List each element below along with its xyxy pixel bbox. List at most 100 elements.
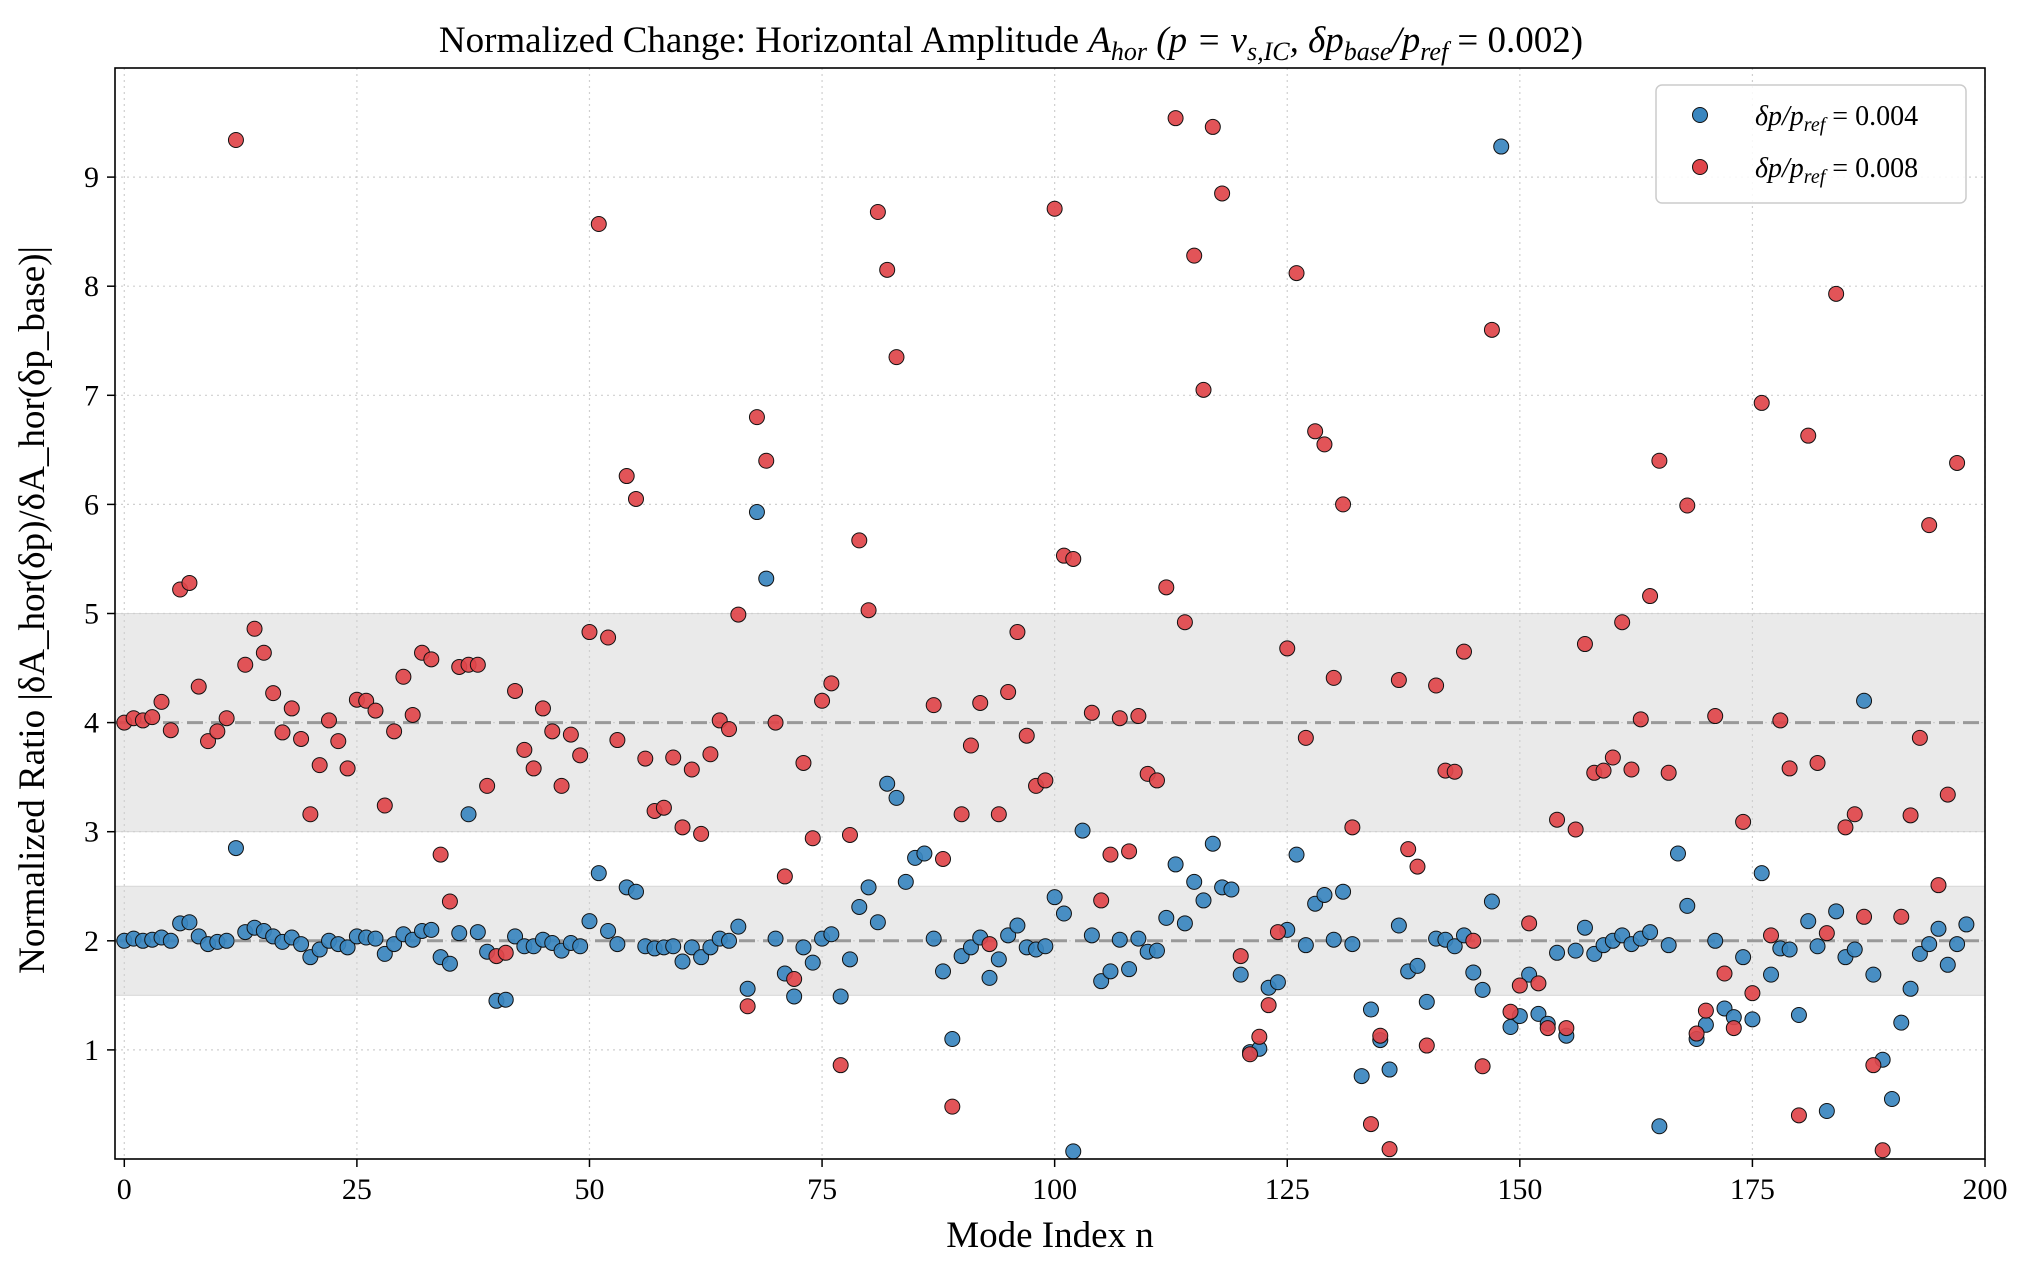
point-s0-n186	[1846, 941, 1863, 958]
point-s1-n81	[869, 204, 886, 221]
point-s1-n76	[823, 675, 840, 692]
point-s0-n111	[1148, 942, 1165, 959]
title-rest: , δp	[1290, 20, 1344, 61]
point-s1-n139	[1409, 858, 1426, 875]
y-tick-label-7: 7	[84, 379, 99, 412]
point-s0-n72	[786, 988, 803, 1005]
axis-ticks: 0 25 50 75 100 125 150 175 200 1 2 3 4 5 6 7 8 9	[84, 161, 2008, 1206]
point-s1-n134	[1362, 1116, 1379, 1133]
point-s1-n44	[525, 760, 542, 777]
point-s1-n52	[600, 629, 617, 646]
point-s1-n121	[1242, 1046, 1259, 1063]
point-s1-n109	[1130, 708, 1147, 725]
point-s0-n147	[1483, 893, 1500, 910]
point-s0-n86	[916, 845, 933, 862]
x-tick-label-0: 0	[117, 1173, 132, 1206]
point-s0-n195	[1930, 920, 1947, 937]
point-s1-n116	[1195, 381, 1212, 398]
point-s1-n149	[1502, 1003, 1519, 1020]
point-s0-n136	[1381, 1061, 1398, 1078]
title-slash-sub: ref	[1420, 37, 1452, 66]
point-s0-n78	[841, 951, 858, 968]
point-s1-n38	[469, 656, 486, 673]
title-rest-sub: base	[1344, 37, 1392, 66]
point-s0-n181	[1800, 913, 1817, 930]
point-s1-n145	[1465, 932, 1482, 949]
point-s0-n104	[1083, 927, 1100, 944]
point-s0-n129	[1316, 886, 1333, 903]
point-s1-n165	[1651, 452, 1668, 469]
point-s0-n79	[851, 898, 868, 915]
point-s1-n51	[590, 216, 607, 233]
point-s1-n100	[1046, 200, 1063, 217]
point-s0-n52	[600, 922, 617, 939]
point-s0-n182	[1809, 938, 1826, 955]
point-s0-n38	[469, 924, 486, 941]
point-s1-n176	[1753, 394, 1770, 411]
point-s1-n19	[293, 730, 310, 747]
y-tick-label-5: 5	[84, 598, 99, 631]
point-s1-n186	[1846, 806, 1863, 823]
point-s1-n87	[925, 697, 942, 714]
point-s0-n112	[1158, 909, 1175, 926]
point-s1-n12	[227, 132, 244, 149]
chart-title: Normalized Change: Horizontal Amplitude …	[439, 20, 1583, 66]
point-s1-n183	[1818, 925, 1835, 942]
point-s1-n104	[1083, 704, 1100, 721]
point-s0-n99	[1037, 938, 1054, 955]
point-s1-n169	[1688, 1025, 1705, 1042]
point-s1-n152	[1530, 975, 1547, 992]
point-s1-n77	[832, 1057, 849, 1074]
point-s1-n143	[1446, 763, 1463, 780]
point-s0-n28	[376, 945, 393, 962]
point-s0-n24	[339, 939, 356, 956]
point-s1-n136	[1381, 1141, 1398, 1158]
point-s0-n126	[1288, 846, 1305, 863]
point-s1-n182	[1809, 754, 1826, 771]
point-s0-n197	[1949, 936, 1966, 953]
point-s1-n122	[1251, 1028, 1268, 1045]
point-s1-n53	[609, 732, 626, 749]
point-s1-n168	[1679, 497, 1696, 514]
point-s1-n55	[627, 490, 644, 507]
point-s0-n74	[804, 954, 821, 971]
point-s1-n128	[1307, 423, 1324, 440]
point-s1-n48	[562, 726, 579, 743]
point-s1-n195	[1930, 877, 1947, 894]
point-s0-n145	[1465, 964, 1482, 981]
y-tick-label-9: 9	[84, 161, 99, 194]
point-s1-n185	[1837, 819, 1854, 836]
point-s1-n160	[1604, 749, 1621, 766]
point-s1-n162	[1623, 761, 1640, 778]
y-axis-label: Normalized Ratio |δA_hor(δp)/δA_hor(δp_b…	[12, 246, 53, 974]
point-s1-n156	[1567, 821, 1584, 838]
point-s1-n60	[674, 819, 691, 836]
legend-label-0008: δp/pref = 0.008	[1755, 153, 1918, 188]
y-tick-label-3: 3	[84, 816, 99, 849]
point-s0-n166	[1660, 937, 1677, 954]
point-s1-n66	[730, 606, 747, 623]
point-s1-n102	[1065, 550, 1082, 567]
point-s0-n66	[730, 918, 747, 935]
point-s1-n59	[665, 749, 682, 766]
point-s0-n179	[1781, 941, 1798, 958]
point-s1-n10	[209, 723, 226, 740]
point-s0-n103	[1074, 822, 1091, 839]
point-s0-n81	[869, 914, 886, 931]
point-s0-n116	[1195, 892, 1212, 909]
point-s1-n14	[246, 620, 263, 637]
point-s1-n3	[144, 709, 161, 726]
point-s1-n131	[1335, 496, 1352, 513]
y-tick-label-2: 2	[84, 925, 99, 958]
point-s1-n89	[944, 1098, 961, 1115]
point-s0-n190	[1883, 1090, 1900, 1107]
point-s1-n193	[1911, 729, 1928, 746]
point-s1-n123	[1260, 997, 1277, 1014]
title-paren: (p = v	[1147, 20, 1248, 61]
point-s0-n198	[1958, 916, 1975, 933]
point-s1-n194	[1921, 517, 1938, 534]
point-s1-n184	[1828, 285, 1845, 302]
point-s1-n79	[851, 532, 868, 549]
point-s1-n171	[1707, 708, 1724, 725]
point-s0-n120	[1232, 966, 1249, 983]
